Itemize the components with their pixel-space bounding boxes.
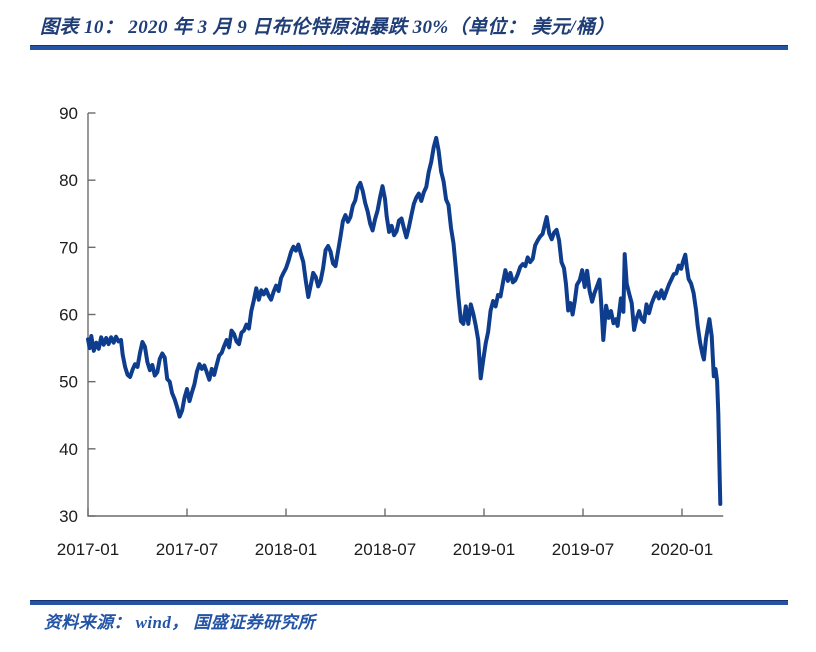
y-tick-label: 70	[59, 238, 78, 257]
y-tick-label: 80	[59, 171, 78, 190]
x-tick-label: 2017-01	[57, 540, 119, 559]
x-tick-label: 2018-01	[255, 540, 317, 559]
footer-divider-rule	[30, 600, 788, 605]
y-tick-label: 30	[59, 507, 78, 526]
y-tick-label: 90	[59, 104, 78, 123]
axis-lines	[87, 113, 724, 517]
data-source-note: 资料来源： wind， 国盛证券研究所	[44, 613, 316, 632]
x-tick-label: 2019-07	[552, 540, 614, 559]
x-tick-label: 2018-07	[354, 540, 416, 559]
x-tick-label: 2020-01	[651, 540, 713, 559]
y-tick-label: 40	[59, 440, 78, 459]
y-tick-label: 60	[59, 306, 78, 325]
price-line	[86, 135, 723, 506]
y-tick-label: 50	[59, 373, 78, 392]
x-tick-label: 2017-07	[156, 540, 218, 559]
figure-title: 图表 10： 2020 年 3 月 9 日布伦特原油暴跌 30%（单位： 美元/…	[40, 17, 615, 38]
title-divider-rule	[30, 45, 788, 50]
x-tick-label: 2019-01	[453, 540, 515, 559]
